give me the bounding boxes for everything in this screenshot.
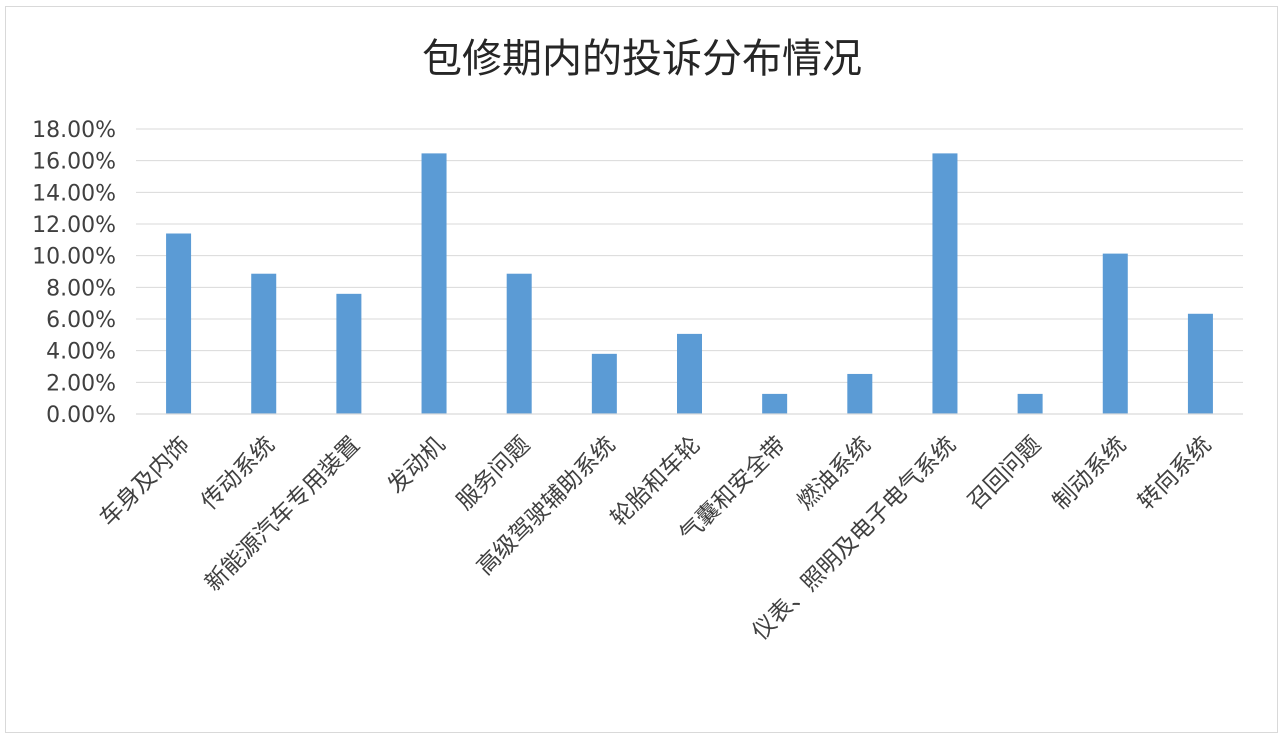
chart-title: 包修期内的投诉分布情况 bbox=[422, 36, 862, 82]
bar bbox=[847, 373, 873, 414]
x-tick-label: 制动系统 bbox=[1048, 432, 1131, 515]
bar bbox=[1187, 313, 1213, 414]
bar bbox=[591, 353, 617, 414]
y-tick-label: 16.00% bbox=[32, 150, 116, 175]
y-tick-label: 12.00% bbox=[32, 213, 116, 238]
y-tick-label: 2.00% bbox=[46, 371, 116, 396]
x-tick-label: 转向系统 bbox=[1133, 432, 1216, 515]
x-tick-label: 召回问题 bbox=[963, 432, 1046, 515]
x-tick-label: 传动系统 bbox=[197, 432, 280, 515]
chart-frame bbox=[5, 6, 1278, 733]
y-tick-label: 0.00% bbox=[46, 403, 116, 428]
bar bbox=[762, 393, 788, 414]
x-tick-label: 燃油系统 bbox=[793, 432, 876, 515]
x-tick-label: 服务问题 bbox=[452, 432, 535, 515]
bar bbox=[251, 273, 277, 414]
bar bbox=[677, 333, 702, 414]
y-tick-label: 6.00% bbox=[46, 308, 116, 333]
bars bbox=[166, 153, 1213, 414]
x-tick-label: 发动机 bbox=[383, 432, 450, 499]
y-tick-label: 8.00% bbox=[46, 276, 116, 301]
y-tick-label: 4.00% bbox=[46, 340, 116, 365]
y-tick-label: 10.00% bbox=[32, 245, 116, 270]
bar bbox=[1102, 253, 1128, 414]
x-tick-label: 车身及内饰 bbox=[95, 432, 195, 532]
bar bbox=[421, 153, 447, 414]
bar bbox=[166, 233, 192, 414]
y-tick-label: 14.00% bbox=[32, 181, 116, 206]
grid-layer bbox=[136, 128, 1243, 383]
bar bbox=[506, 273, 532, 414]
x-tick-label: 新能源汽车专用装置 bbox=[200, 432, 365, 597]
y-tick-label: 18.00% bbox=[32, 118, 116, 143]
bar bbox=[336, 293, 362, 414]
y-axis-ticks: 0.00% 2.00% 4.00% 6.00% 8.00% 10.00% 12.00% 14.… bbox=[32, 118, 116, 428]
bar bbox=[1017, 393, 1043, 414]
bar bbox=[932, 153, 958, 414]
